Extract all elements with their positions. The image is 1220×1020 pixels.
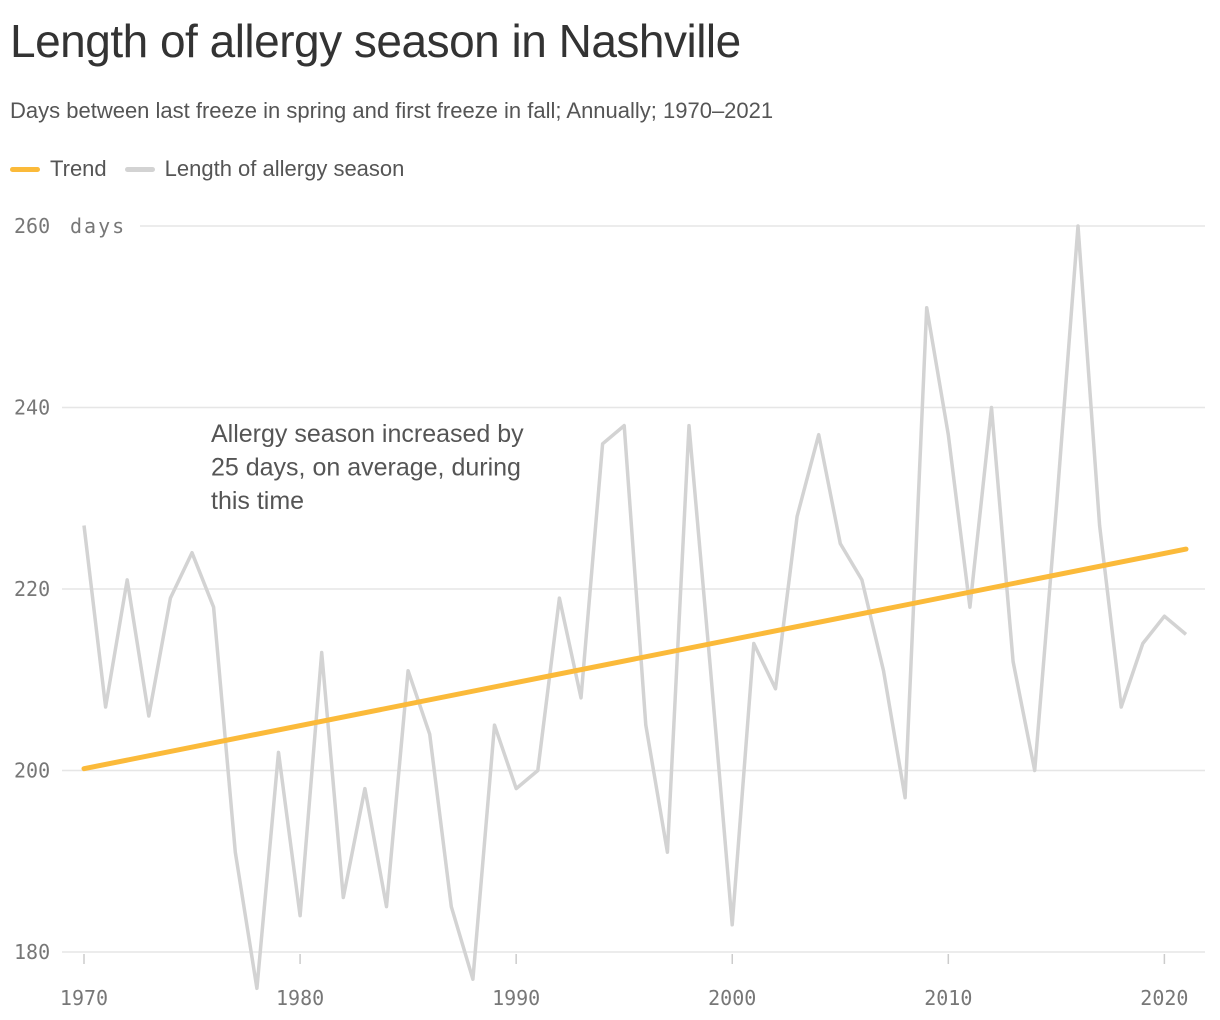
x-tick-label-2020: 2020 (1140, 986, 1188, 1010)
x-tick-label-2000: 2000 (708, 986, 756, 1010)
y-tick-label-240: 240 (14, 396, 50, 420)
chart-subtitle: Days between last freeze in spring and f… (10, 98, 774, 123)
legend-swatch-trend (10, 166, 40, 172)
y-tick-label-180: 180 (14, 940, 50, 964)
x-tick-label-2010: 2010 (924, 986, 972, 1010)
x-tick-label-1980: 1980 (276, 986, 324, 1010)
trend-line (81, 546, 1189, 772)
y-tick-label-220: 220 (14, 577, 50, 601)
legend-label-series: Length of allergy season (164, 156, 405, 181)
legend-label-trend: Trend (50, 156, 107, 181)
annotation-line-2: 25 days, on average, during (211, 454, 521, 482)
y-axis-label: days (70, 214, 126, 238)
y-tick-label-260: 260 (14, 214, 50, 238)
legend-item-series: Length of allergy season (124, 156, 405, 182)
x-tick-label-1990: 1990 (492, 986, 540, 1010)
x-tick-label-1970: 1970 (60, 986, 108, 1010)
chart-title: Length of allergy season in Nashville (10, 15, 741, 67)
legend-swatch-series (124, 166, 155, 172)
legend: Trend Length of allergy season (10, 156, 422, 182)
legend-item-trend: Trend (10, 156, 107, 182)
y-tick-label-200: 200 (14, 759, 50, 783)
annotation-line-3: this time (211, 487, 304, 515)
series-line-allergy-season (82, 224, 1188, 991)
annotation-line-1: Allergy season increased by (211, 420, 524, 448)
